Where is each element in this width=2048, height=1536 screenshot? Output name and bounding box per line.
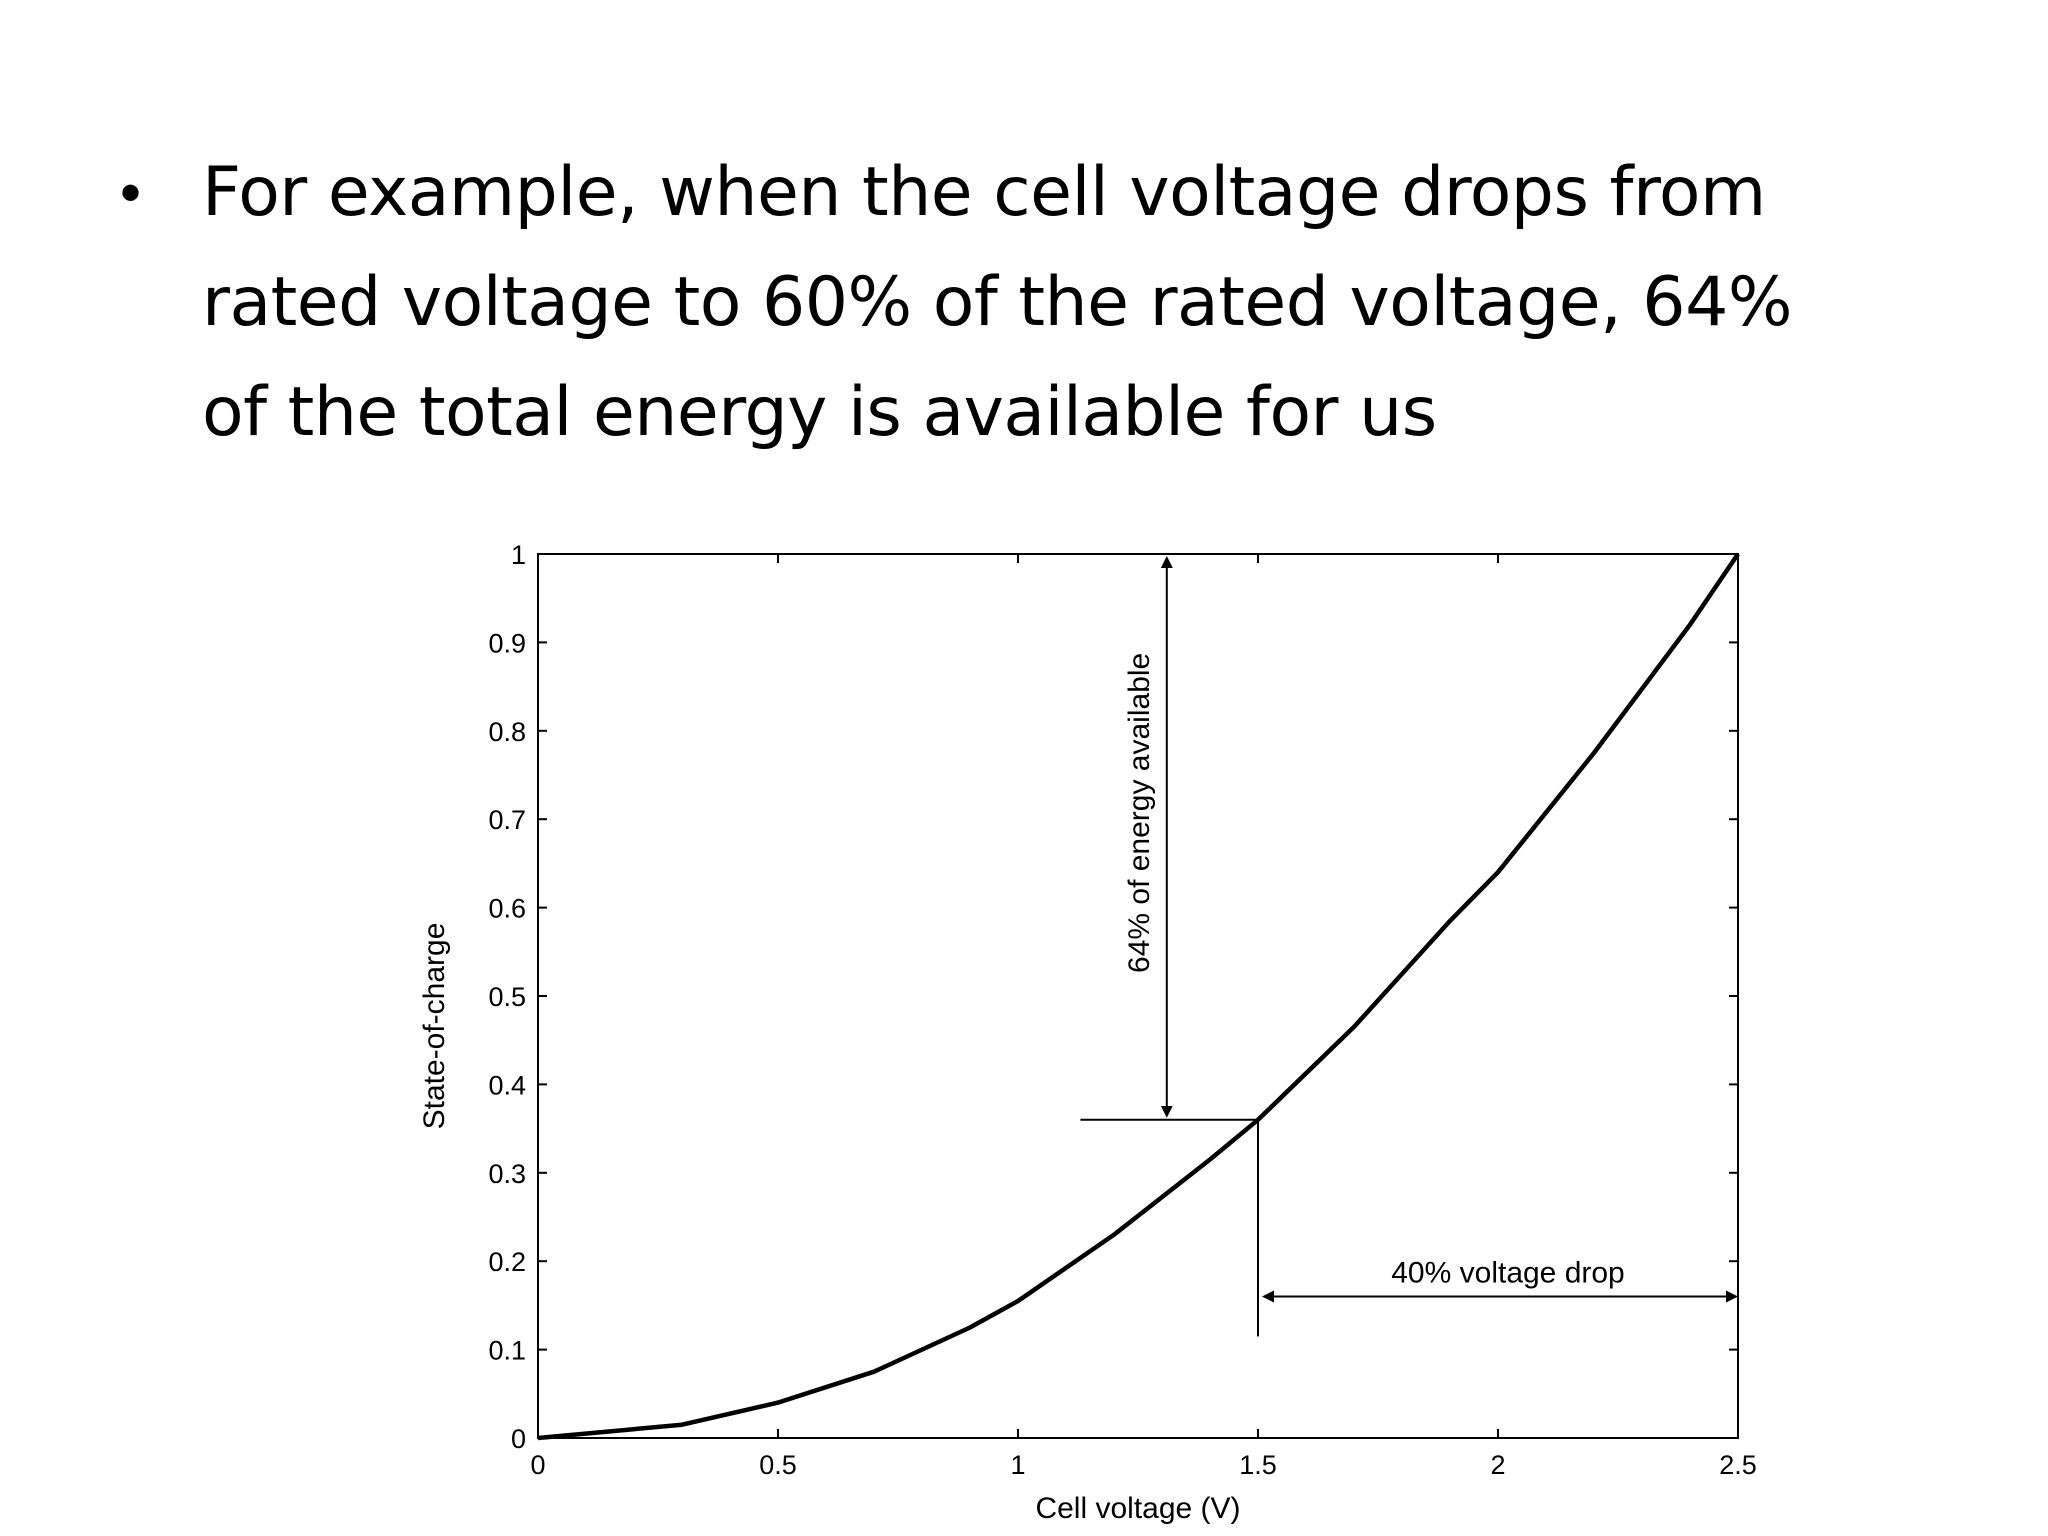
x-tick-label: 0 — [530, 1450, 545, 1480]
axis-tick-labels: 0 0.5 1 1.5 2 2.5 0 0.1 0.2 0.3 0.4 0.5 0.6 0.7 0.8 0.9… — [488, 540, 1756, 1480]
soc-curve-line — [537, 552, 1740, 1441]
x-tick-label: 2.5 — [1719, 1450, 1757, 1480]
annotations: 64% of energy available 40% voltage drop — [1123, 556, 1738, 1303]
y-tick-label: 0 — [511, 1424, 526, 1454]
energy-available-label: 64% of energy available — [1123, 653, 1156, 973]
bullet-line-1: For example, when the cell voltage drops… — [202, 153, 1766, 232]
x-tick-label: 0.5 — [759, 1450, 797, 1480]
y-tick-label: 0.1 — [488, 1336, 526, 1366]
y-tick-label: 1 — [511, 540, 526, 570]
y-tick-label: 0.8 — [488, 717, 526, 747]
bullet-point: • For example, when the cell voltage dro… — [120, 138, 1980, 468]
x-axis-label: Cell voltage (V) — [1035, 1492, 1240, 1525]
y-tick-label: 0.2 — [488, 1247, 526, 1277]
bullet-line-2: rated voltage to 60% of the rated voltag… — [202, 263, 1792, 342]
state-of-charge-chart: 0 0.5 1 1.5 2 2.5 0 0.1 0.2 0.3 0.4 0.5 0.6 0.7 0.8 0.9… — [418, 540, 1757, 1525]
y-tick-label: 0.7 — [488, 805, 526, 835]
voltage-drop-label: 40% voltage drop — [1391, 1257, 1625, 1290]
y-axis-label: State-of-charge — [418, 923, 451, 1130]
y-tick-label: 0.4 — [488, 1070, 526, 1100]
x-tick-label: 1.5 — [1239, 1450, 1277, 1480]
x-tick-label: 1 — [1010, 1450, 1025, 1480]
reference-lines — [1080, 1118, 1259, 1337]
y-tick-label: 0.6 — [488, 894, 526, 924]
y-tick-label: 0.5 — [488, 982, 526, 1012]
bullet-dot: • — [120, 159, 142, 226]
y-tick-label: 0.3 — [488, 1159, 526, 1189]
y-tick-label: 0.9 — [488, 628, 526, 658]
x-tick-label: 2 — [1490, 1450, 1505, 1480]
bullet-text: For example, when the cell voltage drops… — [202, 138, 1792, 468]
bullet-line-3: of the total energy is available for us — [202, 373, 1437, 452]
